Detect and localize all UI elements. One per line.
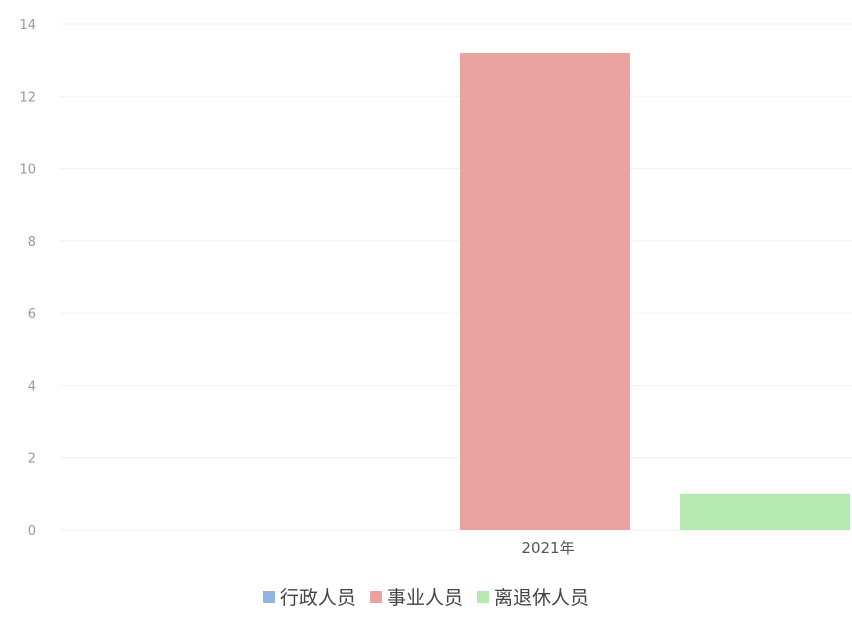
y-tick-label: 2 (28, 452, 36, 467)
bar-离退休人员[interactable] (680, 493, 850, 530)
x-tick-label: 2021年 (521, 539, 574, 557)
gridlines (60, 23, 852, 531)
legend: 行政人员 事业人员 离退休人员 (0, 583, 852, 610)
y-tick-label: 0 (28, 524, 36, 539)
x-axis-ticks: 2021年 (521, 539, 574, 557)
legend-item-institution[interactable]: 事业人员 (369, 583, 463, 610)
legend-swatch (262, 590, 275, 603)
y-tick-label: 10 (19, 163, 36, 178)
legend-label: 行政人员 (279, 587, 356, 609)
y-tick-label: 8 (28, 235, 36, 250)
y-tick-label: 6 (28, 307, 36, 322)
legend-swatch (477, 590, 490, 603)
legend-item-retired[interactable]: 离退休人员 (477, 583, 589, 610)
bar-事业人员[interactable] (460, 52, 630, 531)
y-tick-label: 4 (28, 379, 36, 394)
legend-label: 离退休人员 (494, 587, 590, 609)
legend-swatch (369, 590, 382, 603)
legend-item-administrative[interactable]: 行政人员 (262, 583, 356, 610)
legend-label: 事业人员 (386, 587, 463, 609)
y-axis-ticks: 0 2 4 6 8 10 12 14 (19, 18, 36, 539)
y-tick-label: 12 (19, 90, 36, 105)
bars (460, 52, 850, 531)
y-tick-label: 14 (19, 18, 36, 33)
bar-chart: 0 2 4 6 8 10 12 14 2021年 (19, 18, 852, 557)
